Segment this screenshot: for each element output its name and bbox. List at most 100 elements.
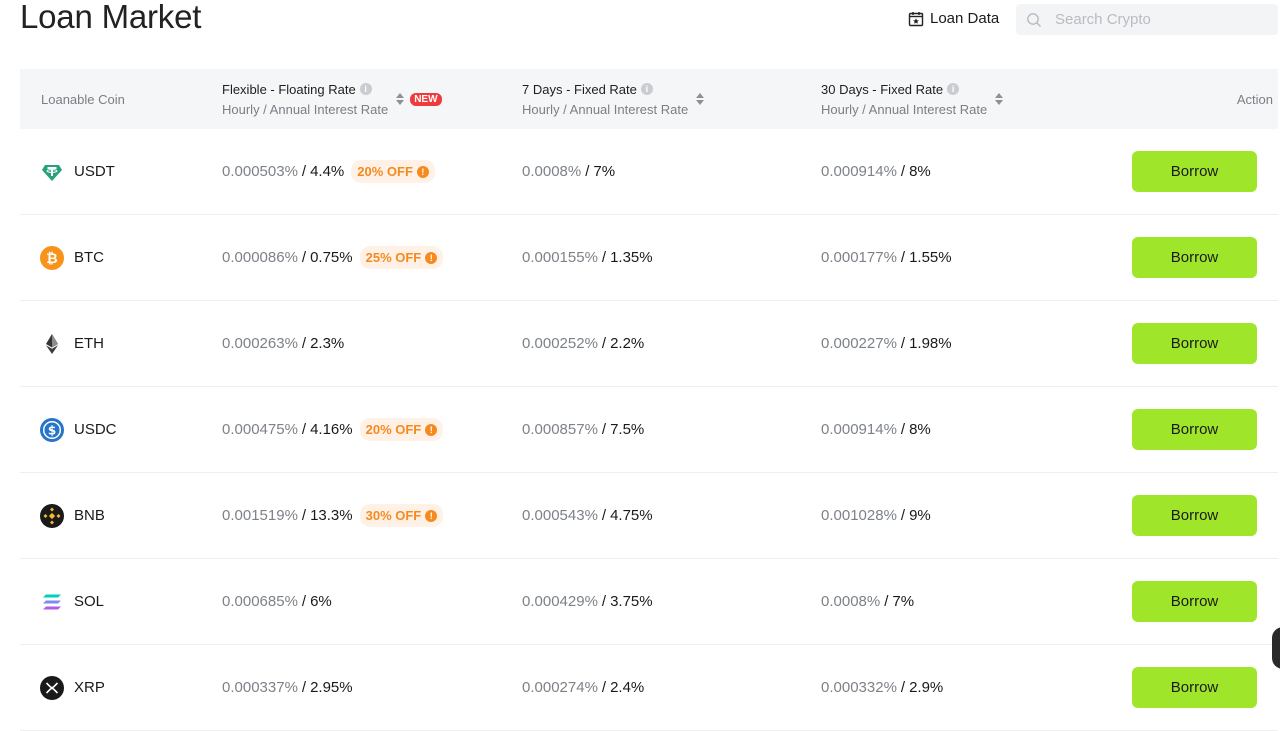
table-row: ₿ BTC 0.000086%/0.75% 25% OFF! 0.000155%… bbox=[20, 215, 1278, 301]
fixed7-subtitle: Hourly / Annual Interest Rate bbox=[522, 101, 689, 117]
fixed30-rate-cell: 0.000914%/8% bbox=[821, 163, 931, 180]
annual-rate: 13.3% bbox=[310, 507, 353, 524]
discount-badge[interactable]: 20% OFF! bbox=[351, 160, 435, 183]
annual-rate: 1.35% bbox=[610, 249, 653, 266]
annual-rate: 8% bbox=[909, 163, 931, 180]
discount-label: 25% OFF bbox=[365, 250, 422, 265]
coin-name: ETH bbox=[74, 335, 104, 352]
fixed7-rate-cell: 0.000429%/3.75% bbox=[522, 593, 653, 610]
fixed30-subtitle: Hourly / Annual Interest Rate bbox=[821, 101, 988, 117]
annual-rate: 7% bbox=[892, 593, 915, 610]
borrow-button[interactable]: Borrow bbox=[1132, 151, 1257, 192]
hourly-rate: 0.0008% bbox=[522, 163, 582, 180]
hourly-rate: 0.000857% bbox=[522, 421, 598, 438]
borrow-button[interactable]: Borrow bbox=[1132, 581, 1257, 622]
flexible-rate-cell: 0.000086%/0.75% 25% OFF! bbox=[222, 215, 444, 300]
borrow-button[interactable]: Borrow bbox=[1132, 409, 1257, 450]
annual-rate: 7.5% bbox=[610, 421, 645, 438]
flexible-rate-cell: 0.000503%/4.4% 20% OFF! bbox=[222, 129, 435, 214]
fixed30-rate-cell: 0.0008%/7% bbox=[821, 593, 915, 610]
fixed7-rate-cell: 0.000252%/2.2% bbox=[522, 335, 645, 352]
info-icon[interactable]: i bbox=[359, 83, 372, 95]
btc-icon: ₿ bbox=[40, 245, 64, 270]
eth-icon bbox=[40, 332, 64, 356]
table-row: ETH 0.000263%/2.3% 0.000252%/2.2% 0.0002… bbox=[20, 301, 1278, 387]
calendar-star-icon bbox=[908, 11, 924, 26]
annual-rate: 1.55% bbox=[909, 249, 952, 266]
column-header-coin: Loanable Coin bbox=[41, 69, 125, 129]
search-input[interactable] bbox=[1053, 10, 1257, 29]
annual-rate: 2.95% bbox=[310, 679, 353, 696]
discount-label: 20% OFF bbox=[357, 164, 413, 179]
annual-rate: 2.2% bbox=[610, 335, 645, 352]
hourly-rate: 0.000914% bbox=[821, 421, 897, 438]
fixed30-rate-cell: 0.000914%/8% bbox=[821, 421, 931, 438]
annual-rate: 4.4% bbox=[310, 163, 345, 180]
search-icon bbox=[1027, 12, 1041, 27]
fixed30-rate-cell: 0.000177%/1.55% bbox=[821, 249, 952, 266]
flexible-rate-cell: 0.000337%/2.95% bbox=[222, 679, 353, 696]
fixed7-rate-cell: 0.000857%/7.5% bbox=[522, 421, 645, 438]
hourly-rate: 0.000475% bbox=[222, 421, 298, 438]
table-header: Loanable Coin Flexible - Floating Rate i … bbox=[20, 69, 1278, 129]
discount-badge[interactable]: 20% OFF! bbox=[359, 418, 444, 441]
hourly-rate: 0.000227% bbox=[821, 335, 897, 352]
floating-scroll-handle[interactable] bbox=[1272, 627, 1280, 669]
fixed30-rate-cell: 0.000227%/1.98% bbox=[821, 335, 952, 352]
annual-rate: 7% bbox=[593, 163, 616, 180]
hourly-rate: 0.000503% bbox=[222, 163, 298, 180]
alert-icon: ! bbox=[425, 423, 438, 436]
coin-cell: ₿ BTC bbox=[40, 215, 104, 300]
discount-badge[interactable]: 30% OFF! bbox=[359, 504, 444, 527]
table-row: $ USDC 0.000475%/4.16% 20% OFF! 0.000857… bbox=[20, 387, 1278, 473]
borrow-button[interactable]: Borrow bbox=[1132, 323, 1257, 364]
svg-text:$: $ bbox=[48, 423, 56, 437]
loan-data-label: Loan Data bbox=[930, 10, 1000, 27]
borrow-button[interactable]: Borrow bbox=[1132, 667, 1257, 708]
fixed7-rate-cell: 0.000543%/4.75% bbox=[522, 507, 653, 524]
sort-icon[interactable] bbox=[396, 93, 405, 105]
svg-text:₿: ₿ bbox=[46, 251, 57, 267]
borrow-button[interactable]: Borrow bbox=[1132, 237, 1257, 278]
info-icon[interactable]: i bbox=[640, 83, 653, 95]
annual-rate: 6% bbox=[310, 593, 332, 610]
table-row: SOL 0.000685%/6% 0.000429%/3.75% 0.0008%… bbox=[20, 559, 1278, 645]
usdc-icon: $ bbox=[40, 417, 64, 442]
new-badge: NEW bbox=[410, 92, 442, 106]
bnb-icon bbox=[40, 503, 64, 528]
annual-rate: 4.16% bbox=[310, 421, 353, 438]
hourly-rate: 0.000914% bbox=[821, 163, 897, 180]
annual-rate: 2.4% bbox=[610, 679, 645, 696]
discount-badge[interactable]: 25% OFF! bbox=[359, 246, 444, 269]
hourly-rate: 0.000332% bbox=[821, 679, 897, 696]
sol-icon bbox=[40, 590, 64, 614]
loan-table: Loanable Coin Flexible - Floating Rate i … bbox=[20, 69, 1278, 731]
hourly-rate: 0.000685% bbox=[222, 593, 298, 610]
annual-rate: 3.75% bbox=[610, 593, 653, 610]
annual-rate: 4.75% bbox=[610, 507, 653, 524]
search-box[interactable] bbox=[1016, 4, 1278, 35]
coin-cell: BNB bbox=[40, 473, 105, 558]
page-title: Loan Market bbox=[20, 0, 202, 35]
hourly-rate: 0.000337% bbox=[222, 679, 298, 696]
coin-cell: SOL bbox=[40, 559, 104, 644]
sort-icon[interactable] bbox=[995, 93, 1004, 105]
column-header-7days[interactable]: 7 Days - Fixed Rate i Hourly / Annual Int… bbox=[522, 69, 705, 129]
coin-name: BNB bbox=[74, 507, 105, 524]
discount-label: 30% OFF bbox=[365, 508, 422, 523]
column-header-action: Action bbox=[1237, 69, 1273, 129]
flexible-subtitle: Hourly / Annual Interest Rate bbox=[222, 101, 389, 117]
info-icon[interactable]: i bbox=[947, 83, 960, 95]
loan-data-link[interactable]: Loan Data bbox=[908, 10, 999, 27]
flexible-rate-cell: 0.000685%/6% bbox=[222, 593, 332, 610]
hourly-rate: 0.000543% bbox=[522, 507, 598, 524]
annual-rate: 2.9% bbox=[909, 679, 944, 696]
column-header-flexible[interactable]: Flexible - Floating Rate i Hourly / Annua… bbox=[222, 69, 442, 129]
annual-rate: 9% bbox=[909, 507, 931, 524]
flexible-rate-cell: 0.000263%/2.3% bbox=[222, 335, 345, 352]
table-row: BNB 0.001519%/13.3% 30% OFF! 0.000543%/4… bbox=[20, 473, 1278, 559]
column-header-30days[interactable]: 30 Days - Fixed Rate i Hourly / Annual In… bbox=[821, 69, 1004, 129]
borrow-button[interactable]: Borrow bbox=[1132, 495, 1257, 536]
hourly-rate: 0.001028% bbox=[821, 507, 897, 524]
sort-icon[interactable] bbox=[696, 93, 705, 105]
